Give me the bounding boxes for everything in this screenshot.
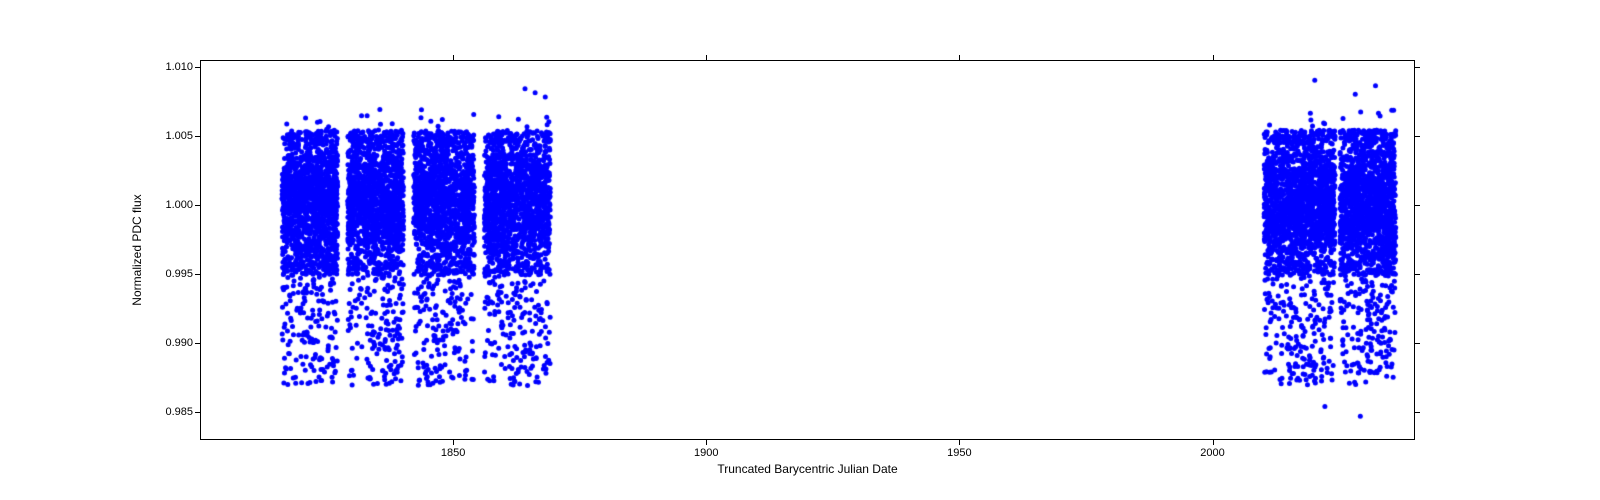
y-tick-mark: [1415, 136, 1420, 137]
x-tick-mark: [1213, 55, 1214, 60]
y-tick-mark: [195, 205, 200, 206]
x-tick-mark: [453, 55, 454, 60]
x-tick-mark: [706, 55, 707, 60]
x-tick-mark: [959, 55, 960, 60]
y-tick-label: 1.005: [155, 130, 193, 142]
y-tick-label: 0.985: [155, 406, 193, 418]
y-tick-mark: [1415, 205, 1420, 206]
y-tick-mark: [195, 274, 200, 275]
y-tick-mark: [1415, 412, 1420, 413]
plot-area: [200, 60, 1415, 440]
y-tick-label: 1.010: [155, 61, 193, 73]
x-tick-mark: [1213, 440, 1214, 445]
x-tick-label: 1900: [694, 447, 718, 459]
x-tick-mark: [453, 440, 454, 445]
x-tick-label: 1850: [441, 447, 465, 459]
x-tick-mark: [706, 440, 707, 445]
y-tick-mark: [195, 343, 200, 344]
y-tick-mark: [1415, 67, 1420, 68]
scatter-canvas: [201, 61, 1416, 441]
x-axis-label: Truncated Barycentric Julian Date: [717, 462, 897, 476]
x-tick-mark: [959, 440, 960, 445]
x-tick-label: 1950: [947, 447, 971, 459]
y-axis-label: Normalized PDC flux: [130, 194, 144, 305]
y-tick-mark: [1415, 343, 1420, 344]
x-tick-label: 2000: [1200, 447, 1224, 459]
y-tick-mark: [1415, 274, 1420, 275]
y-tick-label: 1.000: [155, 199, 193, 211]
y-tick-mark: [195, 412, 200, 413]
y-tick-mark: [195, 136, 200, 137]
y-tick-mark: [195, 67, 200, 68]
y-tick-label: 0.990: [155, 337, 193, 349]
y-tick-label: 0.995: [155, 268, 193, 280]
